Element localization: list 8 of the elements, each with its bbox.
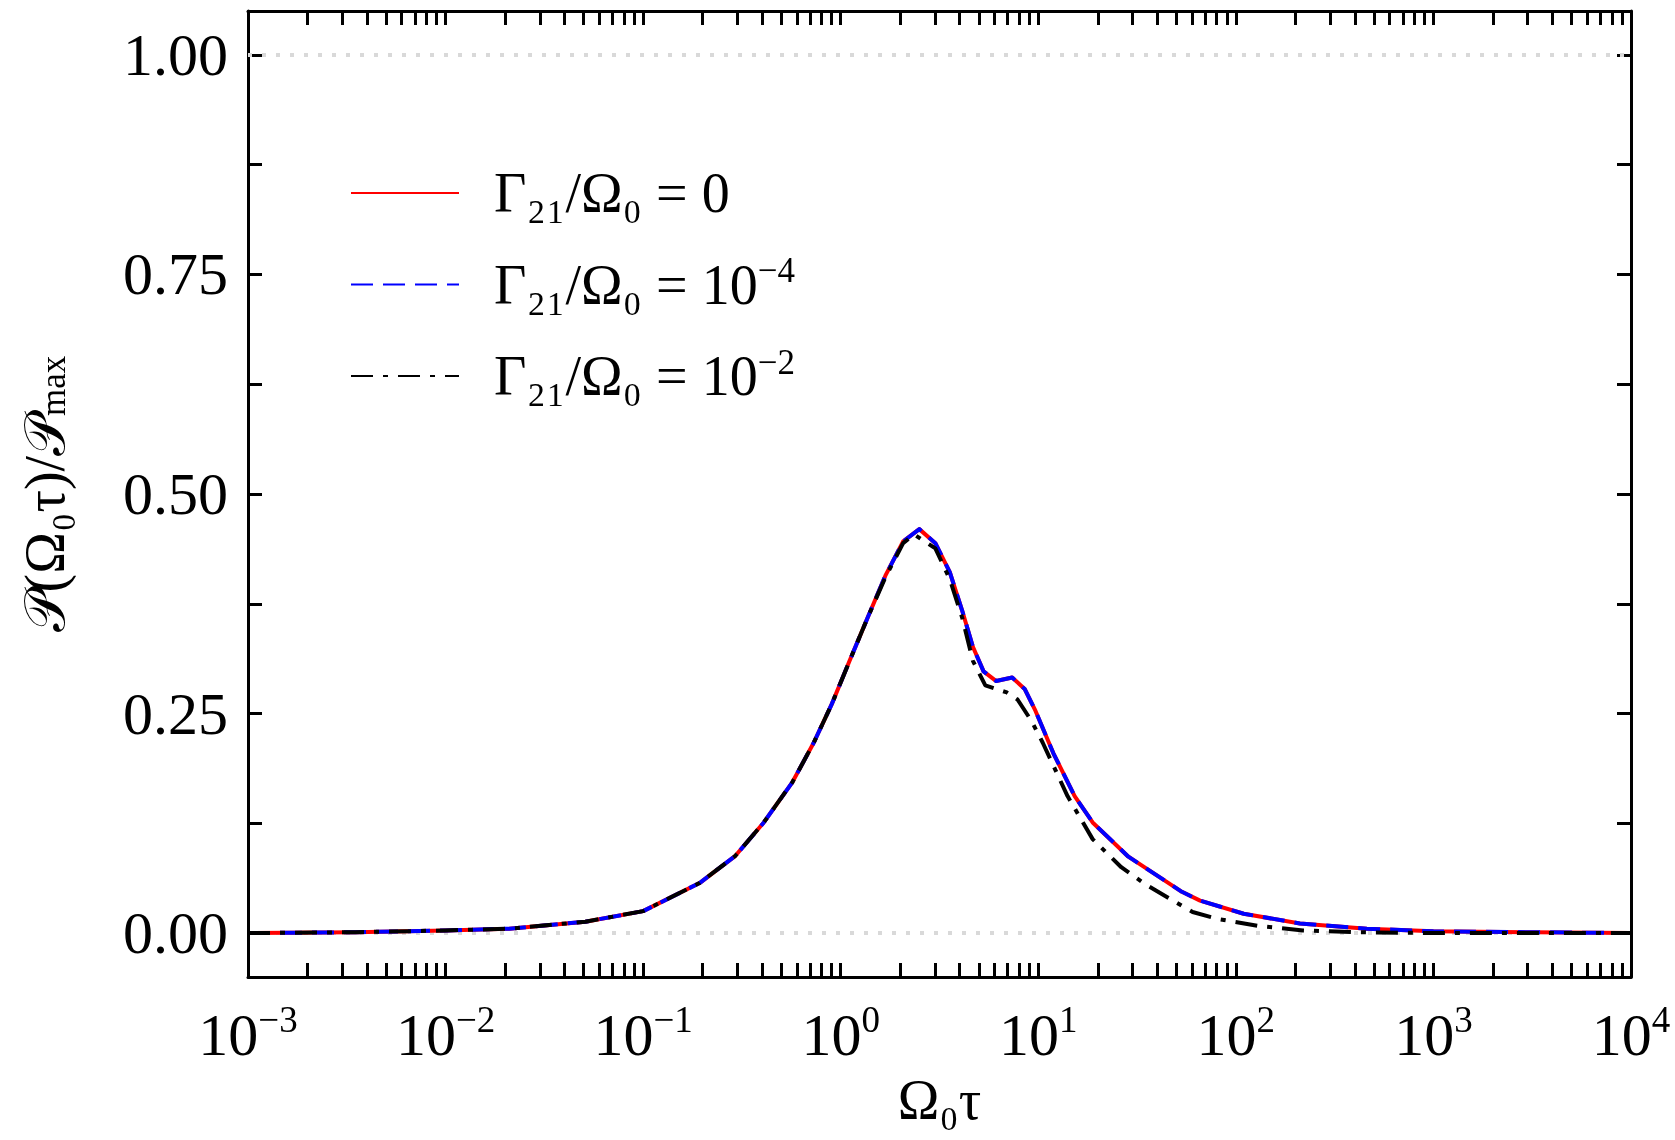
y-tick-label: 0.75 xyxy=(123,241,228,308)
y-tick-label: 0.25 xyxy=(123,680,228,747)
legend-label: Γ₂₁/Ω₀ = 0 xyxy=(494,162,730,224)
y-axis-title: 𝒫(Ω₀τ)/𝒫max xyxy=(14,355,77,633)
y-tick-label: 0.00 xyxy=(123,900,228,967)
y-tick-label: 1.00 xyxy=(123,21,228,88)
x-axis-title: Ω₀τ xyxy=(897,1069,982,1131)
y-tick-label: 0.50 xyxy=(123,461,228,527)
